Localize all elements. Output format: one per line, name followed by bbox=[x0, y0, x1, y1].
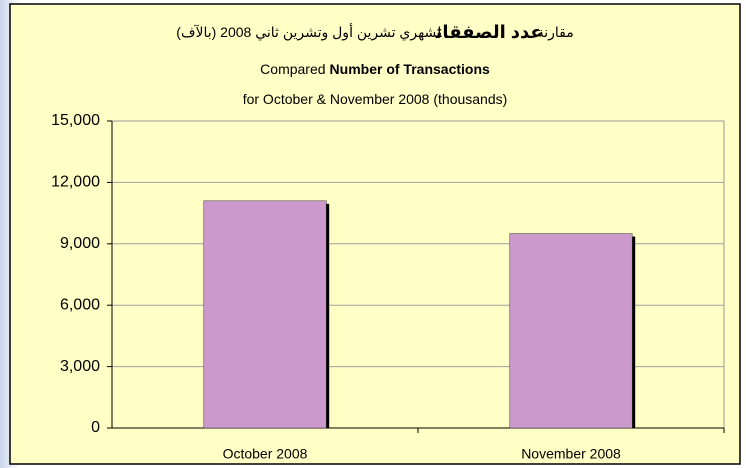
y-tick-label: 6,000 bbox=[60, 296, 100, 313]
x-tick-label: November 2008 bbox=[521, 446, 621, 462]
y-tick-label: 3,000 bbox=[60, 358, 100, 375]
title-segment: مقارنة bbox=[537, 24, 574, 41]
y-tick-label: 12,000 bbox=[51, 174, 100, 191]
title-segment: عدد الصفقات bbox=[435, 22, 543, 42]
y-tick-label: 9,000 bbox=[60, 235, 100, 252]
title-segment: Compared bbox=[260, 61, 325, 77]
bar bbox=[203, 200, 327, 429]
chart-title: Compared Number of Transactions bbox=[260, 61, 490, 77]
chart-title: مقارنةعدد الصفقاتلشهري تشرين أول وتشرين … bbox=[176, 22, 573, 42]
title-segment: for October & November 2008 (thousands) bbox=[243, 91, 508, 107]
bar bbox=[509, 233, 633, 429]
x-tick-label: October 2008 bbox=[223, 446, 308, 462]
chart-title: for October & November 2008 (thousands) bbox=[243, 91, 508, 107]
y-tick-label: 0 bbox=[91, 419, 100, 436]
title-segment: Number of Transactions bbox=[330, 61, 490, 77]
title-segment: لشهري تشرين أول وتشرين ثاني 2008 (بالآف) bbox=[176, 23, 442, 41]
y-tick-label: 15,000 bbox=[51, 112, 100, 129]
